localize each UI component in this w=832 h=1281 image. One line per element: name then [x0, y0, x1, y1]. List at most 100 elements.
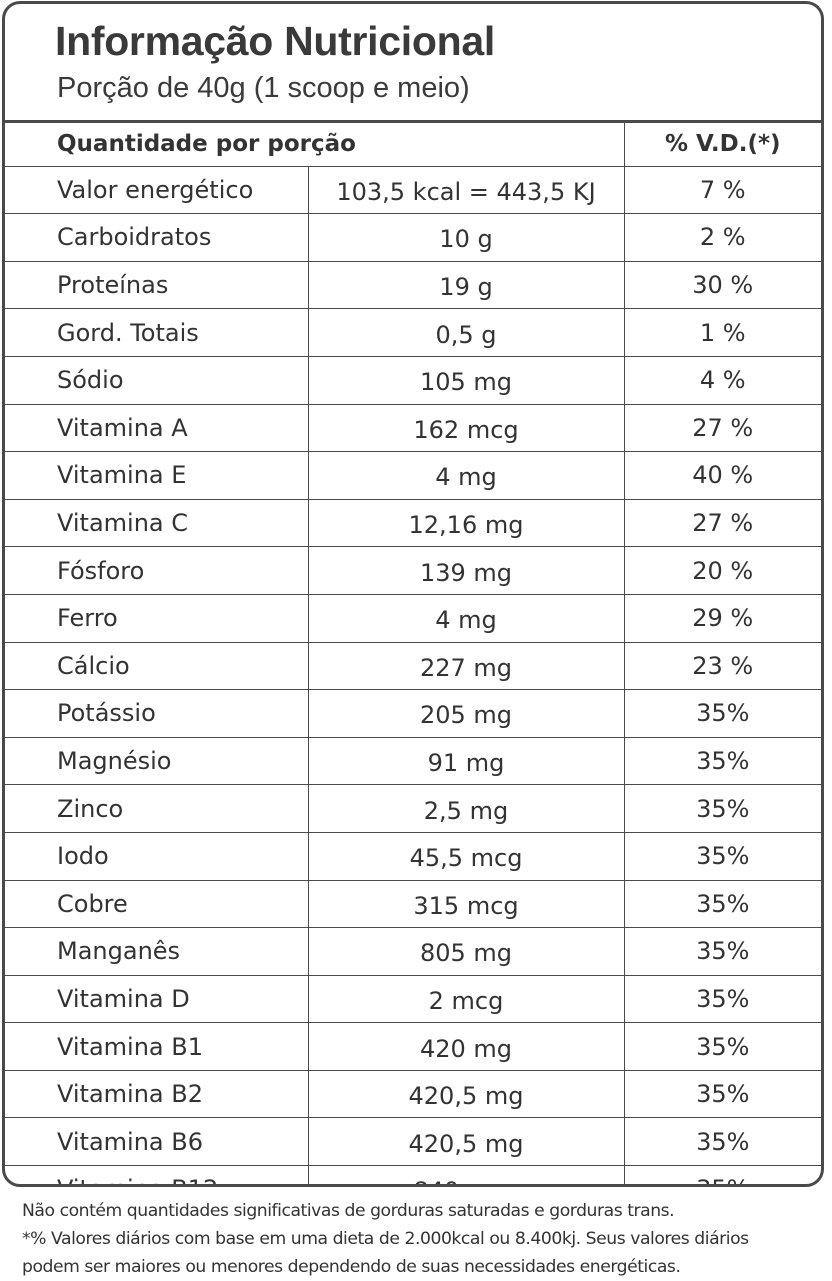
amount-cell: 139 mg [307, 546, 625, 595]
table-row: Sódio 105 mg 4 % [5, 355, 821, 405]
amount-cell: 10 g [307, 213, 625, 262]
vd-cell: 20 % [623, 546, 821, 595]
vd-cell: 35% [623, 784, 821, 833]
vd-cell: 27 % [623, 498, 821, 548]
vd-cell: 35% [623, 1022, 821, 1071]
nutrition-facts-panel: Informação Nutricional Porção de 40g (1 … [2, 1, 824, 1187]
vd-cell: 35% [623, 927, 821, 976]
vd-cell: 2 % [623, 213, 821, 262]
nutrient-cell: Cálcio [5, 641, 309, 691]
table-row: Cobre 315 mcg 35% [5, 879, 821, 929]
nutrient-cell: Vitamina A [5, 403, 309, 453]
nutrient-cell: Vitamina C [5, 498, 309, 548]
quantity-column-header: Quantidade por porção [5, 123, 625, 167]
vd-cell: 35% [623, 689, 821, 738]
amount-cell: 19 g [307, 260, 625, 310]
amount-cell: 103,5 kcal = 443,5 KJ [307, 165, 625, 215]
amount-cell: 420,5 mg [307, 1069, 625, 1119]
amount-cell: 4 mg [307, 451, 625, 500]
vd-cell: 35% [623, 736, 821, 786]
amount-cell: 840 mcg [307, 1165, 625, 1184]
amount-cell: 420,5 mg [307, 1117, 625, 1167]
vd-cell: 27 % [623, 403, 821, 453]
nutrient-cell: Manganês [5, 927, 309, 976]
nutrient-cell: Vitamina D [5, 974, 309, 1024]
amount-cell: 162 mcg [307, 403, 625, 453]
amount-cell: 91 mg [307, 736, 625, 786]
vd-cell: 40 % [623, 451, 821, 500]
nutrition-header: Informação Nutricional Porção de 40g (1 … [5, 4, 821, 120]
vd-cell: 35% [623, 831, 821, 881]
amount-cell: 2 mcg [307, 974, 625, 1024]
vd-cell: 29 % [623, 593, 821, 643]
table-row: Iodo 45,5 mcg 35% [5, 831, 821, 881]
table-row: Potássio 205 mg 35% [5, 689, 821, 738]
nutrient-cell: Vitamina B6 [5, 1117, 309, 1167]
nutrient-cell: Fósforo [5, 546, 309, 595]
vd-cell: 1 % [623, 308, 821, 357]
table-row: Vitamina B6 420,5 mg 35% [5, 1117, 821, 1167]
vd-cell: 30 % [623, 260, 821, 310]
nutrient-cell: Proteínas [5, 260, 309, 310]
table-row: Manganês 805 mg 35% [5, 927, 821, 976]
header-divider [5, 120, 821, 123]
nutrient-cell: Cobre [5, 879, 309, 929]
nutrient-cell: Iodo [5, 831, 309, 881]
amount-cell: 0,5 g [307, 308, 625, 357]
amount-cell: 227 mg [307, 641, 625, 691]
vd-cell: 35% [623, 1165, 821, 1184]
nutrient-cell: Carboidratos [5, 213, 309, 262]
vd-cell: 35% [623, 974, 821, 1024]
nutrient-cell: Vitamina B2 [5, 1069, 309, 1119]
amount-cell: 105 mg [307, 355, 625, 405]
vd-cell: 35% [623, 879, 821, 929]
nutrient-cell: Gord. Totais [5, 308, 309, 357]
nutrient-cell: Valor energético [5, 165, 309, 215]
table-row: Zinco 2,5 mg 35% [5, 784, 821, 833]
vd-cell: 35% [623, 1117, 821, 1167]
nutrient-cell: Vitamina E [5, 451, 309, 500]
nutrient-cell: Potássio [5, 689, 309, 738]
page-title: Informação Nutricional [55, 18, 495, 64]
footnote-trans-fat: Não contém quantidades significativas de… [22, 1201, 675, 1221]
footnotes: Não contém quantidades significativas de… [22, 1197, 830, 1281]
serving-size: Porção de 40g (1 scoop e meio) [57, 72, 470, 104]
amount-cell: 420 mg [307, 1022, 625, 1071]
table-row: Fósforo 139 mg 20 % [5, 546, 821, 595]
footnote-daily-values: *% Valores diários com base em uma dieta… [22, 1229, 749, 1249]
footnote-daily-values-cont: podem ser maiores ou menores dependendo … [22, 1257, 681, 1277]
vd-cell: 35% [623, 1069, 821, 1119]
nutrient-cell: Ferro [5, 593, 309, 643]
vd-cell: 4 % [623, 355, 821, 405]
vd-cell: 23 % [623, 641, 821, 691]
table-row: Valor energético 103,5 kcal = 443,5 KJ 7 % [5, 165, 821, 215]
amount-cell: 45,5 mcg [307, 831, 625, 881]
nutrient-cell: Sódio [5, 355, 309, 405]
table-row: Vitamina A 162 mcg 27 % [5, 403, 821, 453]
table-row: Cálcio 227 mg 23 % [5, 641, 821, 691]
table-row: Proteínas 19 g 30 % [5, 260, 821, 310]
nutrient-cell: Vitamina B12 [5, 1165, 309, 1184]
table-row: Vitamina C 12,16 mg 27 % [5, 498, 821, 548]
vd-cell: 7 % [623, 165, 821, 215]
amount-cell: 315 mcg [307, 879, 625, 929]
nutrient-cell: Zinco [5, 784, 309, 833]
nutrition-table: Quantidade por porção % V.D.(*) Valor en… [5, 123, 821, 1184]
table-row: Magnésio 91 mg 35% [5, 736, 821, 786]
nutrient-cell: Magnésio [5, 736, 309, 786]
table-header-row: Quantidade por porção % V.D.(*) [5, 123, 821, 167]
table-row: Ferro 4 mg 29 % [5, 593, 821, 643]
amount-cell: 4 mg [307, 593, 625, 643]
amount-cell: 12,16 mg [307, 498, 625, 548]
vd-column-header: % V.D.(*) [623, 123, 821, 167]
nutrient-cell: Vitamina B1 [5, 1022, 309, 1071]
table-row: Vitamina B2 420,5 mg 35% [5, 1069, 821, 1119]
table-row: Vitamina B1 420 mg 35% [5, 1022, 821, 1071]
amount-cell: 2,5 mg [307, 784, 625, 833]
amount-cell: 205 mg [307, 689, 625, 738]
